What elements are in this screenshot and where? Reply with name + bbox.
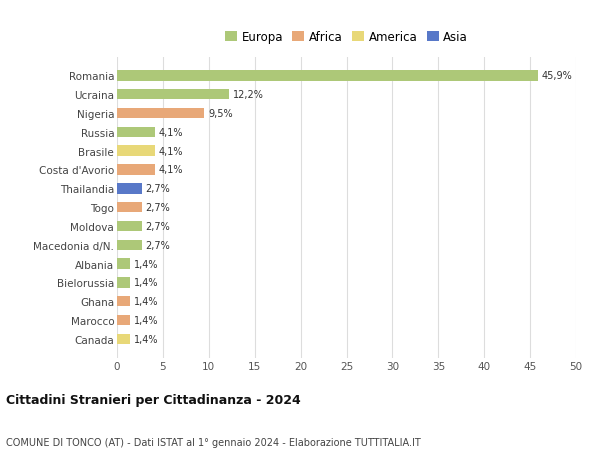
Bar: [117, 128, 155, 138]
Text: 4,1%: 4,1%: [158, 146, 183, 157]
Bar: [117, 278, 130, 288]
Bar: [117, 202, 142, 213]
Bar: [117, 334, 130, 344]
Text: 12,2%: 12,2%: [233, 90, 263, 100]
Text: 2,7%: 2,7%: [145, 203, 170, 213]
Text: 9,5%: 9,5%: [208, 109, 233, 119]
Bar: [117, 146, 155, 157]
Text: 1,4%: 1,4%: [134, 334, 158, 344]
Bar: [117, 71, 538, 81]
Bar: [117, 165, 155, 175]
Bar: [117, 90, 229, 100]
Bar: [117, 259, 130, 269]
Text: 1,4%: 1,4%: [134, 315, 158, 325]
Text: 45,9%: 45,9%: [542, 71, 573, 81]
Text: 1,4%: 1,4%: [134, 278, 158, 288]
Bar: [117, 109, 204, 119]
Text: 2,7%: 2,7%: [145, 184, 170, 194]
Text: 4,1%: 4,1%: [158, 165, 183, 175]
Text: 1,4%: 1,4%: [134, 297, 158, 307]
Text: COMUNE DI TONCO (AT) - Dati ISTAT al 1° gennaio 2024 - Elaborazione TUTTITALIA.I: COMUNE DI TONCO (AT) - Dati ISTAT al 1° …: [6, 437, 421, 448]
Text: 1,4%: 1,4%: [134, 259, 158, 269]
Text: Cittadini Stranieri per Cittadinanza - 2024: Cittadini Stranieri per Cittadinanza - 2…: [6, 393, 301, 406]
Bar: [117, 221, 142, 232]
Text: 4,1%: 4,1%: [158, 128, 183, 138]
Bar: [117, 297, 130, 307]
Text: 2,7%: 2,7%: [145, 240, 170, 250]
Bar: [117, 184, 142, 194]
Bar: [117, 240, 142, 251]
Legend: Europa, Africa, America, Asia: Europa, Africa, America, Asia: [223, 29, 470, 46]
Bar: [117, 315, 130, 325]
Text: 2,7%: 2,7%: [145, 222, 170, 231]
